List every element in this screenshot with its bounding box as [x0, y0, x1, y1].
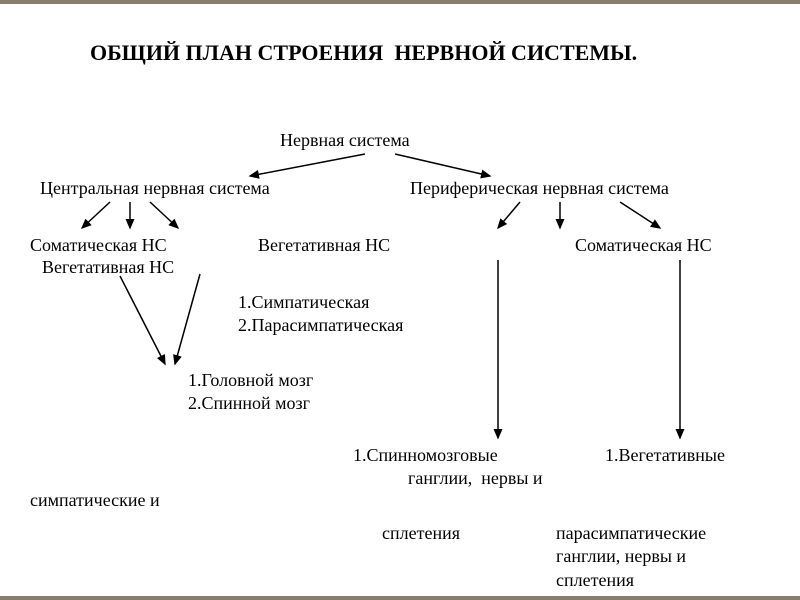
node-vegetative-sublist: 1.Симпатическая 2.Парасимпатическая [238, 291, 403, 338]
arrow [620, 202, 660, 228]
node-pns: Периферическая нервная система [410, 177, 669, 200]
arrow [150, 202, 178, 228]
arrow [82, 202, 110, 228]
node-somatic-ns-right: Соматическая НС [575, 234, 712, 257]
node-vegetative-ganglia: 1.Вегетативные [605, 444, 725, 467]
node-ganglia-nerves: ганглии, нервы и [408, 467, 543, 490]
node-vegetative-ns: Вегетативная НС [258, 234, 390, 257]
arrow [250, 154, 365, 176]
arrow [498, 202, 520, 228]
node-somatic-ns: Соматическая НС [30, 234, 167, 257]
node-somatic-sublist: 1.Головной мозг 2.Спинной мозг [188, 369, 313, 416]
arrow [395, 154, 490, 176]
slide: ОБЩИЙ ПЛАН СТРОЕНИЯ НЕРВНОЙ СИСТЕМЫ. Нер… [0, 0, 800, 600]
node-root: Нервная система [280, 129, 410, 152]
node-vegetative-ns-wrap: Вегетативная НС [42, 256, 174, 279]
node-plexus: сплетения [382, 522, 460, 545]
arrow [175, 274, 200, 364]
arrow [120, 276, 165, 364]
node-spinal-ganglia: 1.Спинномозговые [353, 444, 498, 467]
slide-title: ОБЩИЙ ПЛАН СТРОЕНИЯ НЕРВНОЙ СИСТЕМЫ. [90, 40, 637, 66]
node-sympathetic-wrap: симпатические и [30, 489, 160, 512]
node-cns: Центральная нервная система [40, 177, 270, 200]
node-parasympathetic-block: парасимпатические ганглии, нервы и сплет… [556, 522, 706, 592]
